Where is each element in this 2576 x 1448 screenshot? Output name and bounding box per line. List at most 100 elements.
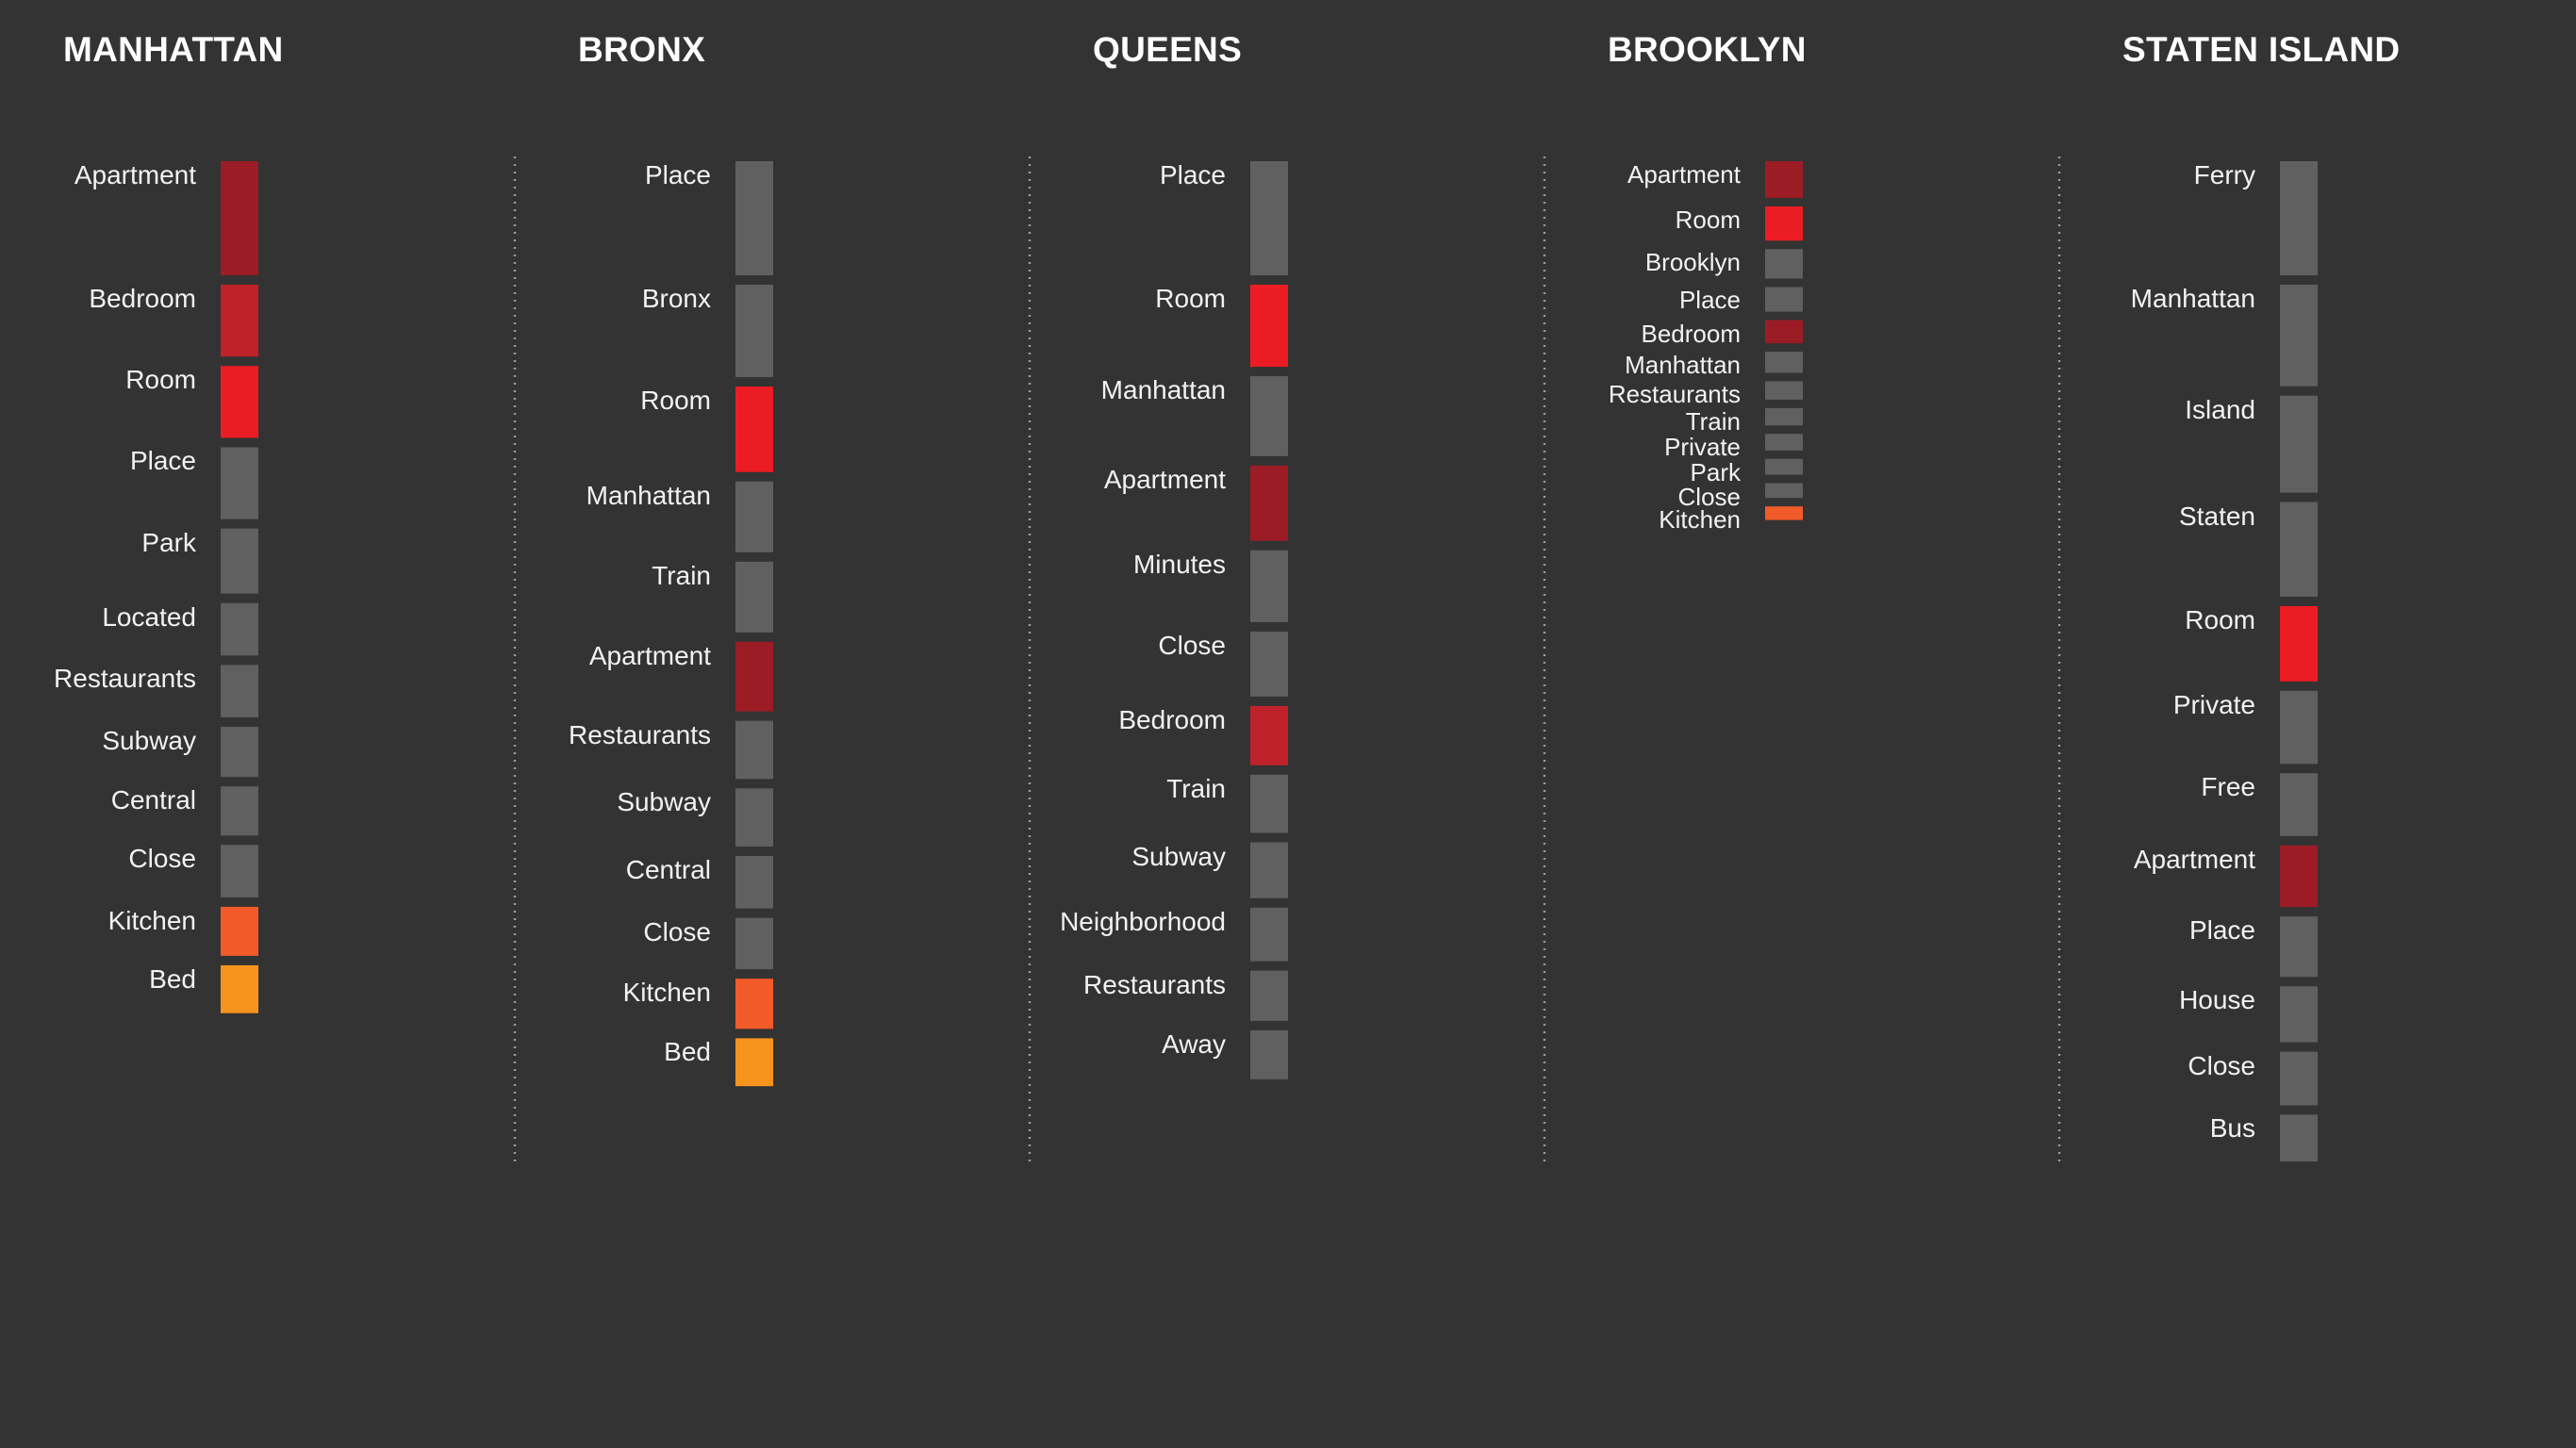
label-queens-neighborhood: Neighborhood	[1060, 906, 1226, 936]
bar-staten-island-island	[2280, 395, 2318, 493]
bar-staten-island-free	[2280, 773, 2318, 836]
label-staten-island-manhattan: Manhattan	[2130, 284, 2255, 313]
bar-bronx-close	[735, 917, 773, 970]
label-staten-island-free: Free	[2201, 772, 2255, 802]
label-queens-bedroom: Bedroom	[1118, 704, 1226, 734]
bar-brooklyn-private	[1765, 434, 1803, 451]
label-manhattan-close: Close	[128, 844, 196, 874]
label-manhattan-central: Central	[110, 785, 196, 815]
bar-bronx-place	[735, 161, 773, 275]
bar-bronx-kitchen	[735, 979, 773, 1029]
label-brooklyn-place: Place	[1678, 286, 1741, 315]
bar-staten-island-private	[2280, 690, 2318, 765]
label-manhattan-subway: Subway	[102, 725, 196, 755]
borough-title-queens: QUEENS	[1093, 30, 1243, 69]
label-staten-island-room: Room	[2185, 604, 2255, 634]
label-bronx-manhattan: Manhattan	[586, 480, 711, 510]
label-brooklyn-bedroom: Bedroom	[1641, 319, 1742, 348]
bar-brooklyn-bedroom	[1765, 320, 1803, 344]
bar-bronx-bed	[735, 1038, 773, 1087]
bar-brooklyn-restaurants	[1765, 381, 1803, 400]
bar-bronx-central	[735, 856, 773, 909]
label-manhattan-bedroom: Bedroom	[89, 284, 196, 313]
bar-bronx-train	[735, 561, 773, 633]
bar-queens-manhattan	[1250, 376, 1288, 456]
label-queens-minutes: Minutes	[1132, 549, 1226, 579]
bar-manhattan-bedroom	[221, 285, 258, 357]
bar-staten-island-room	[2280, 605, 2318, 682]
bar-manhattan-place	[221, 447, 258, 519]
bar-queens-subway	[1250, 842, 1288, 898]
bar-queens-away	[1250, 1029, 1288, 1079]
label-manhattan-park: Park	[141, 527, 196, 557]
label-queens-apartment: Apartment	[1103, 464, 1226, 494]
label-manhattan-place: Place	[129, 446, 196, 476]
bar-bronx-apartment	[735, 641, 773, 712]
label-bronx-bed: Bed	[664, 1037, 711, 1067]
bar-brooklyn-place	[1765, 287, 1803, 312]
label-staten-island-staten: Staten	[2179, 501, 2255, 531]
bar-queens-place	[1250, 161, 1288, 275]
label-manhattan-restaurants: Restaurants	[54, 664, 196, 694]
borough-title-manhattan: MANHATTAN	[63, 30, 284, 69]
bar-manhattan-central	[221, 786, 258, 836]
label-bronx-place: Place	[644, 160, 711, 189]
label-manhattan-apartment: Apartment	[74, 160, 196, 189]
bar-staten-island-house	[2280, 986, 2318, 1043]
bar-manhattan-kitchen	[221, 906, 258, 956]
bar-queens-apartment	[1250, 465, 1288, 541]
bar-staten-island-apartment	[2280, 845, 2318, 908]
bar-queens-bedroom	[1250, 705, 1288, 765]
label-bronx-close: Close	[643, 916, 711, 946]
bar-queens-neighborhood	[1250, 907, 1288, 962]
label-brooklyn-restaurants: Restaurants	[1608, 380, 1741, 409]
bar-manhattan-subway	[221, 726, 258, 778]
bar-queens-room	[1250, 285, 1288, 368]
bar-brooklyn-close	[1765, 483, 1803, 499]
label-staten-island-ferry: Ferry	[2193, 160, 2255, 189]
label-bronx-central: Central	[625, 855, 711, 885]
label-bronx-kitchen: Kitchen	[622, 978, 711, 1008]
label-brooklyn-room: Room	[1675, 206, 1741, 234]
label-bronx-train: Train	[652, 560, 711, 590]
label-staten-island-apartment: Apartment	[2133, 844, 2255, 874]
bar-bronx-restaurants	[735, 720, 773, 780]
bar-brooklyn-manhattan	[1765, 352, 1803, 373]
bar-brooklyn-brooklyn	[1765, 249, 1803, 279]
bar-manhattan-located	[221, 602, 258, 656]
bar-manhattan-park	[221, 528, 258, 594]
label-manhattan-bed: Bed	[149, 963, 196, 994]
label-bronx-apartment: Apartment	[588, 640, 711, 670]
bar-manhattan-bed	[221, 964, 258, 1013]
label-manhattan-located: Located	[102, 601, 196, 632]
label-queens-manhattan: Manhattan	[1100, 375, 1226, 405]
label-bronx-room: Room	[640, 386, 711, 415]
bar-queens-train	[1250, 774, 1288, 833]
label-staten-island-house: House	[2179, 985, 2255, 1015]
label-queens-close: Close	[1158, 630, 1226, 660]
label-queens-train: Train	[1166, 773, 1226, 803]
bar-staten-island-manhattan	[2280, 285, 2318, 387]
bar-brooklyn-room	[1765, 206, 1803, 241]
label-queens-subway: Subway	[1131, 841, 1226, 871]
label-queens-restaurants: Restaurants	[1083, 969, 1226, 999]
label-brooklyn-train: Train	[1685, 406, 1741, 436]
bar-staten-island-ferry	[2280, 161, 2318, 275]
bar-staten-island-staten	[2280, 502, 2318, 597]
bar-manhattan-apartment	[221, 161, 258, 275]
label-staten-island-close: Close	[2188, 1050, 2255, 1080]
label-bronx-restaurants: Restaurants	[569, 719, 711, 749]
borough-title-bronx: BRONX	[578, 30, 706, 69]
bar-manhattan-close	[221, 845, 258, 897]
bar-bronx-room	[735, 387, 773, 472]
label-queens-room: Room	[1155, 284, 1226, 313]
label-brooklyn-brooklyn: Brooklyn	[1644, 248, 1741, 277]
bar-bronx-manhattan	[735, 481, 773, 552]
label-staten-island-private: Private	[2172, 689, 2255, 719]
label-queens-away: Away	[1162, 1028, 1226, 1059]
label-brooklyn-manhattan: Manhattan	[1625, 351, 1741, 380]
label-manhattan-room: Room	[125, 365, 196, 395]
label-brooklyn-apartment: Apartment	[1627, 160, 1741, 189]
bar-brooklyn-train	[1765, 407, 1803, 426]
